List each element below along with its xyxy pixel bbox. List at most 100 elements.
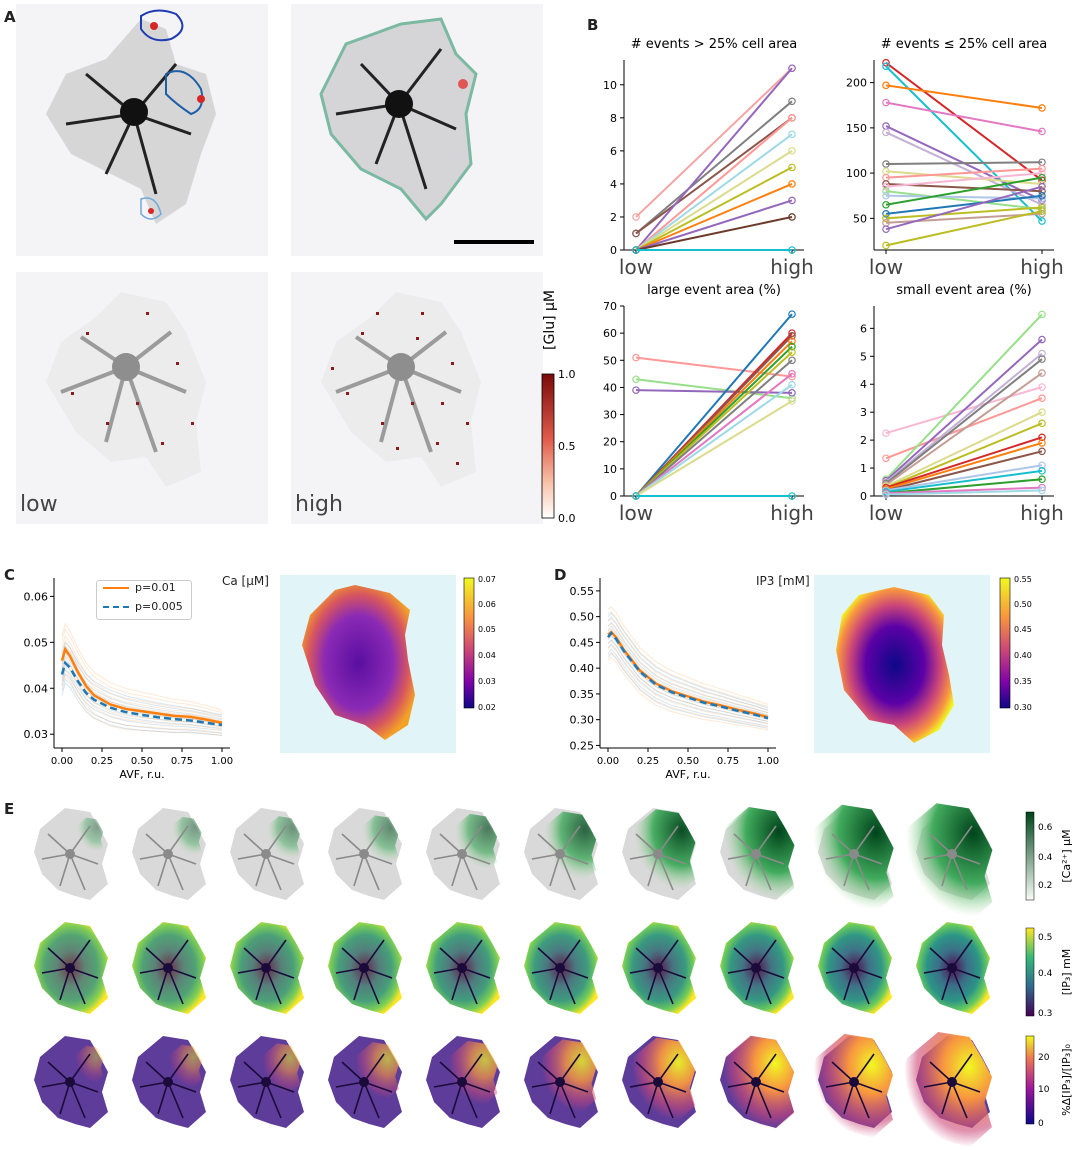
- event-contour: [165, 70, 204, 116]
- x-tick-label: 0.50: [131, 756, 153, 767]
- data-point: [788, 196, 796, 205]
- data-point: [788, 180, 796, 188]
- data-point: [788, 397, 796, 405]
- dip3-sequence-colorbar: [1025, 1035, 1035, 1125]
- data-point: [882, 58, 890, 67]
- series-line: [635, 166, 793, 251]
- data-point: [1038, 439, 1046, 447]
- series-line: [635, 100, 793, 235]
- slope-chart-B2: # events ≤ 25% cell area 50 100 150 200 low hi…: [846, 37, 1064, 279]
- colorbar-tick: 0.05: [478, 625, 496, 634]
- y-tick-label: 6: [860, 322, 867, 335]
- series-line: [635, 67, 793, 251]
- process-branch: [461, 853, 478, 891]
- activation-spread: [899, 1031, 993, 1148]
- trace-line: [607, 651, 769, 728]
- astrocyte-processes: [139, 1053, 197, 1119]
- x-tick-label: 0.00: [597, 756, 619, 767]
- series-line: [885, 422, 1043, 489]
- process-branch: [255, 853, 267, 887]
- trace-line: [607, 612, 769, 709]
- panel-d-chart: 0.250.300.350.400.450.500.550.00 0.25 0.50…: [570, 578, 779, 781]
- process-branch: [853, 853, 870, 891]
- event-hotspot: [148, 208, 154, 214]
- x-tick-label: 0.25: [637, 756, 659, 767]
- series-line: [885, 161, 1043, 166]
- process-branch: [853, 1053, 875, 1083]
- chart-title: # events > 25% cell area: [631, 37, 798, 52]
- x-tick-label: low: [619, 255, 653, 279]
- mean-series-line: [60, 646, 223, 724]
- ca-distribution: [302, 585, 415, 740]
- y-tick-label: 100: [846, 167, 867, 180]
- sequence-frame: [328, 922, 402, 1014]
- series-line: [885, 65, 1043, 222]
- sequence-frame: [622, 922, 696, 1014]
- data-point: [1038, 383, 1046, 391]
- series-line: [885, 190, 1043, 211]
- trace-line: [607, 617, 769, 711]
- panel-label-b: B: [587, 16, 599, 34]
- process-branch: [549, 967, 561, 1001]
- trace-line: [607, 639, 769, 723]
- colorbar-tick: 1.0: [558, 368, 576, 381]
- data-point: [1038, 191, 1046, 200]
- sequence-frame: [896, 803, 993, 923]
- activation-spread: [896, 803, 993, 923]
- series-line: [885, 450, 1043, 492]
- process-branch: [559, 967, 576, 1005]
- series-line: [885, 167, 1043, 179]
- data-point: [1038, 182, 1046, 191]
- y-tick-label: 10: [603, 79, 617, 92]
- x-axis-label: AVF, r.u.: [119, 768, 164, 781]
- x-tick-label: 1.00: [211, 756, 233, 767]
- ca-sequence-colorbar: [1025, 811, 1035, 901]
- sequence-frame: [328, 1036, 402, 1128]
- sequence-frame: [34, 808, 108, 900]
- trace-line: [61, 639, 223, 719]
- sequence-frame: [720, 922, 794, 1014]
- colorbar-tick: 0.40: [1014, 651, 1032, 660]
- x-tick-label: 0.00: [51, 756, 73, 767]
- process-branch: [745, 1081, 757, 1115]
- process-branch: [167, 1053, 189, 1083]
- data-point: [1038, 127, 1046, 136]
- trace-line: [607, 656, 769, 731]
- process-branch: [353, 853, 365, 887]
- colorbar-tick: 0.5: [1038, 933, 1052, 943]
- sequence-frame: [426, 922, 500, 1014]
- data-point: [882, 160, 890, 168]
- x-tick-label: high: [1020, 501, 1064, 525]
- series-line: [885, 464, 1043, 492]
- series-line: [885, 61, 1043, 182]
- data-point: [788, 356, 796, 365]
- process-branch: [853, 967, 870, 1005]
- process-branch: [755, 1081, 772, 1119]
- process-branch: [941, 967, 953, 1001]
- process-branch: [69, 939, 91, 969]
- sequence-frame: [622, 808, 696, 900]
- data-point: [1038, 433, 1046, 442]
- soma: [163, 1077, 173, 1087]
- process-branch: [363, 1053, 385, 1083]
- process-branch: [167, 939, 189, 969]
- ca-colorbar: 0.07 0.06 0.05 0.04 0.03 0.02: [463, 575, 496, 712]
- trace-line: [61, 627, 223, 714]
- soma: [163, 849, 173, 859]
- y-tick-label: 5: [860, 350, 867, 363]
- soma: [555, 1077, 565, 1087]
- data-point: [788, 337, 796, 346]
- trace-line: [607, 643, 769, 725]
- process-branch: [559, 825, 581, 855]
- trace-line: [61, 622, 223, 711]
- trace-line: [61, 641, 223, 716]
- series-line: [635, 400, 793, 497]
- process-branch: [255, 1081, 267, 1115]
- soma: [555, 849, 565, 859]
- process-branch: [853, 825, 875, 855]
- series-line: [635, 150, 793, 251]
- soma: [947, 1077, 957, 1087]
- chart-title: # events ≤ 25% cell area: [881, 37, 1048, 52]
- glu-map-high: high: [291, 272, 543, 524]
- soma: [261, 1077, 271, 1087]
